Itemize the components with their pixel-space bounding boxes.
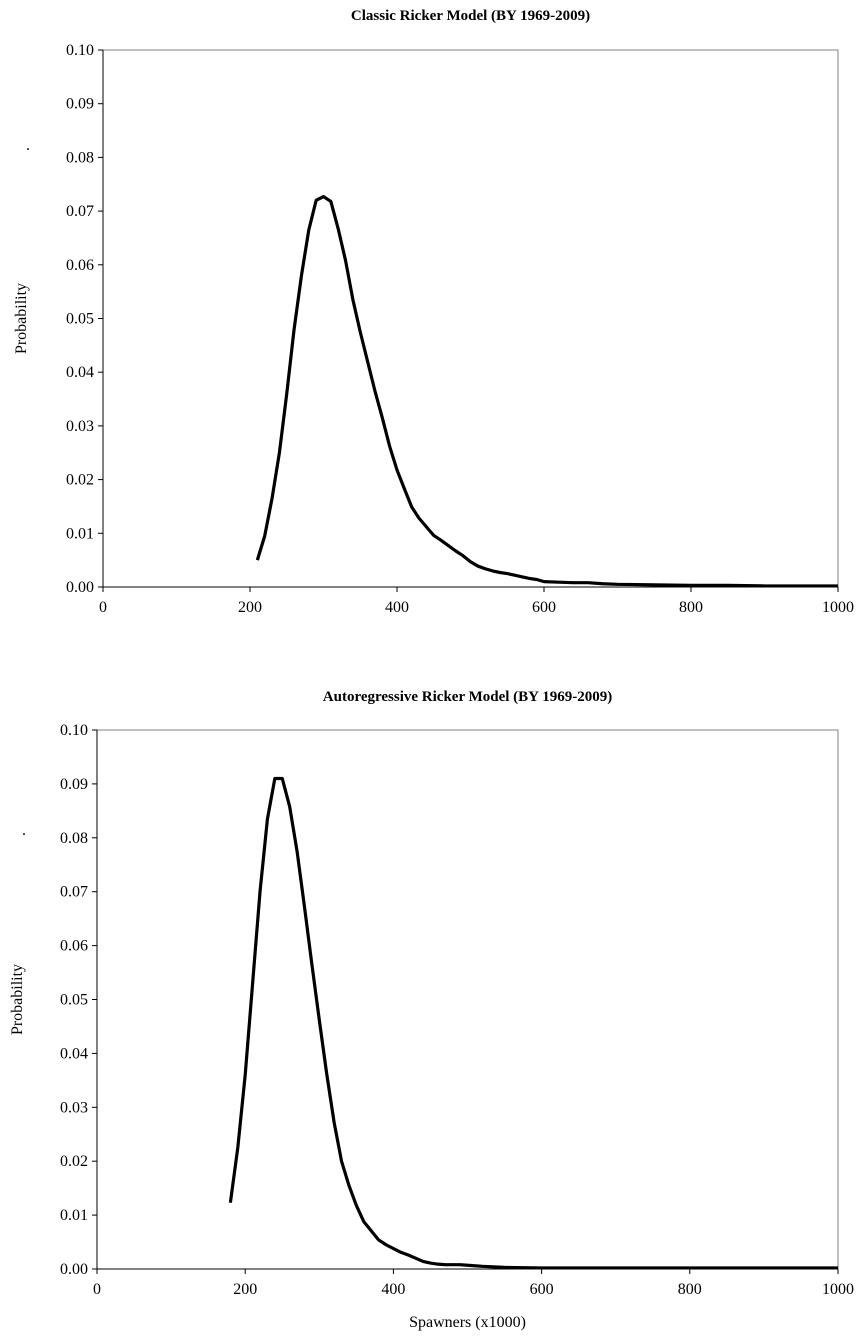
y-axis-label: Probability [9,964,26,1035]
series-line-1 [255,195,838,588]
y-axis-label-mark: . [22,822,26,839]
y-tick-label: 0.04 [66,364,94,381]
plot-area-frame [96,729,839,1270]
y-tick-label: 0.00 [66,579,94,596]
x-tick-label: 0 [93,1281,101,1298]
y-tick-label: 0.05 [66,311,94,328]
y-tick-label: 0.01 [66,525,94,542]
x-tick-label: 1000 [822,1281,854,1298]
y-tick-label: 0.01 [60,1207,88,1224]
y-tick-label: 0.09 [60,776,88,793]
y-tick-label: 0.07 [60,884,88,901]
y-tick-label: 0.10 [60,722,88,739]
y-tick-label: 0.07 [66,203,94,220]
chart-title: Autoregressive Ricker Model (BY 1969-200… [323,689,612,705]
y-tick-label: 0.03 [66,418,94,435]
y-tick-label: 0.02 [66,472,94,489]
chart-1: Classic Ricker Model (BY 1969-2009) 0.00 0… [13,8,854,616]
x-tick-label: 0 [99,599,107,616]
x-tick-label: 600 [530,1281,554,1298]
y-tick-label: 0.00 [60,1261,88,1278]
series-line-1 [228,776,838,1270]
x-tick-label: 1000 [822,599,854,616]
y-tick-label: 0.06 [60,938,88,955]
chart-2: Autoregressive Ricker Model (BY 1969-200… [9,689,854,1331]
chart-title: Classic Ricker Model (BY 1969-2009) [351,8,590,24]
y-tick-label: 0.08 [66,149,94,166]
y-axis-label-mark: . [26,137,30,154]
x-tick-label: 200 [238,599,262,616]
y-tick-label: 0.08 [60,830,88,847]
y-tick-label: 0.02 [60,1153,88,1170]
plot-area-frame [102,49,839,588]
y-axis-label: Probability [13,283,30,354]
y-tick-label: 0.04 [60,1045,88,1062]
y-tick-label: 0.03 [60,1099,88,1116]
x-tick-label: 800 [678,1281,702,1298]
x-tick-label: 200 [233,1281,257,1298]
y-tick-label: 0.10 [66,42,94,59]
y-tick-label: 0.06 [66,257,94,274]
x-tick-label: 800 [679,599,703,616]
y-tick-label: 0.09 [66,96,94,113]
x-axis-label: Spawners (x1000) [409,1314,526,1331]
x-tick-label: 600 [532,599,556,616]
x-tick-label: 400 [385,599,409,616]
x-tick-label: 400 [381,1281,405,1298]
y-tick-label: 0.05 [60,992,88,1009]
